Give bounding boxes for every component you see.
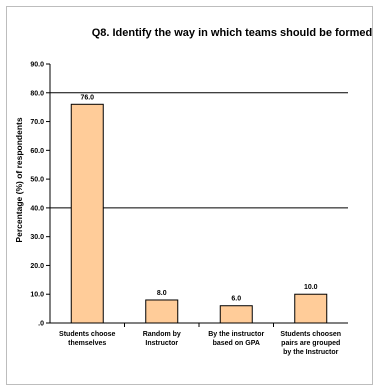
x-tick-label: Random by Instructor: [143, 331, 181, 347]
x-tick-label-line: By the instructor: [208, 331, 264, 338]
bar: [294, 293, 328, 324]
y-tick-label: 10.0: [30, 292, 44, 299]
data-label: 10.0: [304, 284, 318, 291]
chart-title: Q8. Identify the way in which teams shou…: [92, 27, 373, 39]
y-tick-label: 80.0: [30, 90, 44, 97]
x-tick-label-line: themselves: [68, 340, 106, 347]
x-tick-label-line: pairs are grouped: [281, 340, 340, 347]
x-tick-label-line: by the Instructor: [283, 349, 339, 356]
x-tick-label: By the instructor based on GPA: [208, 331, 264, 347]
y-axis-label: Percentage (%) of respondents: [14, 117, 24, 242]
data-label: 6.0: [231, 296, 241, 303]
x-tick-label-line: Instructor: [145, 340, 178, 347]
plot-area: .0 10.0 20.0 30.0 40.0 50.0 60.0 70.0 80.0 90.0 76…: [30, 62, 348, 356]
y-tick-label: 50.0: [30, 177, 44, 184]
x-tick-label-line: based on GPA: [213, 340, 260, 347]
x-tick-label-line: Students choose: [59, 331, 116, 338]
bar: [70, 103, 104, 324]
y-tick-label: 30.0: [30, 234, 44, 241]
y-tick-label: 90.0: [30, 62, 44, 69]
x-tick-label: Students choose themselves: [59, 331, 116, 347]
x-tick-label-line: Random by: [143, 331, 181, 338]
y-tick-label: 70.0: [30, 119, 44, 126]
data-label: 76.0: [80, 94, 94, 101]
y-tick-label: 20.0: [30, 263, 44, 270]
bar: [219, 305, 253, 324]
y-tick-label: 60.0: [30, 148, 44, 155]
y-tick-label: .0: [38, 321, 44, 328]
data-label: 8.0: [157, 290, 167, 297]
x-tick-label-line: Students choosen: [280, 331, 341, 338]
bar: [145, 299, 179, 324]
y-tick-label: 40.0: [30, 205, 44, 212]
x-tick-label: Students choosen pairs are grouped by the …: [280, 331, 341, 356]
